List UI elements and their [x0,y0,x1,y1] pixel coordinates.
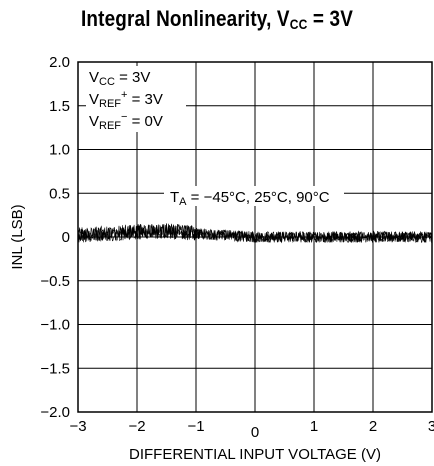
x-tick-label: 1 [310,418,318,435]
inl-traces [77,223,433,244]
annotation-bg [164,186,344,206]
temperature-annotation: TA = −45°C, 25°C, 90°C [170,189,330,208]
conditions-box [86,66,186,132]
condition-vref-minus: VREF− = 0V [89,111,163,132]
y-axis-label: INL (LSB) [9,204,26,269]
x-tick-label: 2 [369,418,377,435]
y-tick-label: −1.5 [40,360,70,377]
x-tick-label: −2 [128,418,145,435]
x-tick-label: 0 [251,424,259,441]
x-tick-label: −3 [69,418,86,435]
y-tick-label: 1.5 [49,98,70,115]
title-sub: CC [289,16,308,32]
y-tick-label: −0.5 [40,273,70,290]
y-tick-label: 0 [62,229,70,246]
inl-trace [77,223,433,244]
y-tick-label: 0.5 [49,185,70,202]
x-axis-label: DIFFERENTIAL INPUT VOLTAGE (V) [129,446,381,463]
inl-trace [77,223,433,243]
x-tick-label: 3 [428,418,434,435]
y-tick-label: 1.0 [49,142,70,159]
y-tick-labels: 2.0 1.5 1.0 0.5 0 −0.5 −1.0 −1.5 −2.0 [40,54,70,421]
condition-vref-plus: VREF+ = 3V [89,89,163,110]
chart-title: Integral Nonlinearity, VCC = 3V [30,6,403,32]
condition-vcc: VCC = 3V [89,69,150,88]
y-tick-label: −1.0 [40,317,70,334]
title-main: Integral Nonlinearity, V [80,6,290,31]
y-tick-label: −2.0 [40,404,70,421]
x-tick-label: −1 [187,418,204,435]
y-tick-label: 2.0 [49,54,70,71]
x-tick-labels: −3 −2 −1 0 1 2 3 [69,418,434,441]
title-tail: = 3V [307,6,354,31]
